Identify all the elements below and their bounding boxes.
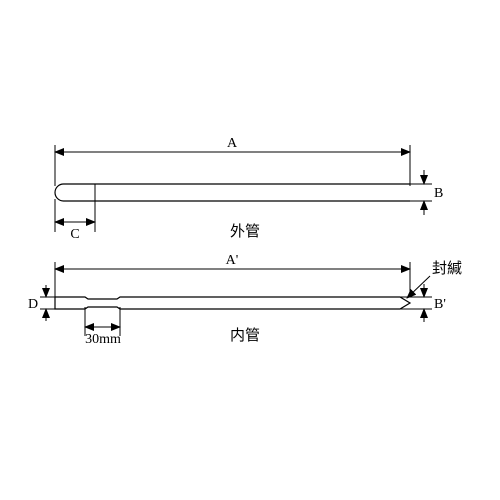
dim-label-a-prime: A' (226, 253, 239, 268)
dim-label-b-prime: B' (434, 297, 446, 312)
outer-tube-shape (55, 184, 410, 201)
seal-label: 封緘 (432, 260, 462, 277)
dim-label-c: C (70, 227, 79, 242)
dim-label-d: D (28, 297, 38, 312)
dim-label-a: A (227, 136, 238, 151)
inner-tube-shape (55, 297, 410, 309)
inner-tube-label: 内管 (230, 327, 260, 344)
dim-label-b: B (434, 186, 443, 201)
dim-label-30mm: 30mm (85, 332, 121, 347)
outer-tube-label: 外管 (230, 223, 260, 240)
